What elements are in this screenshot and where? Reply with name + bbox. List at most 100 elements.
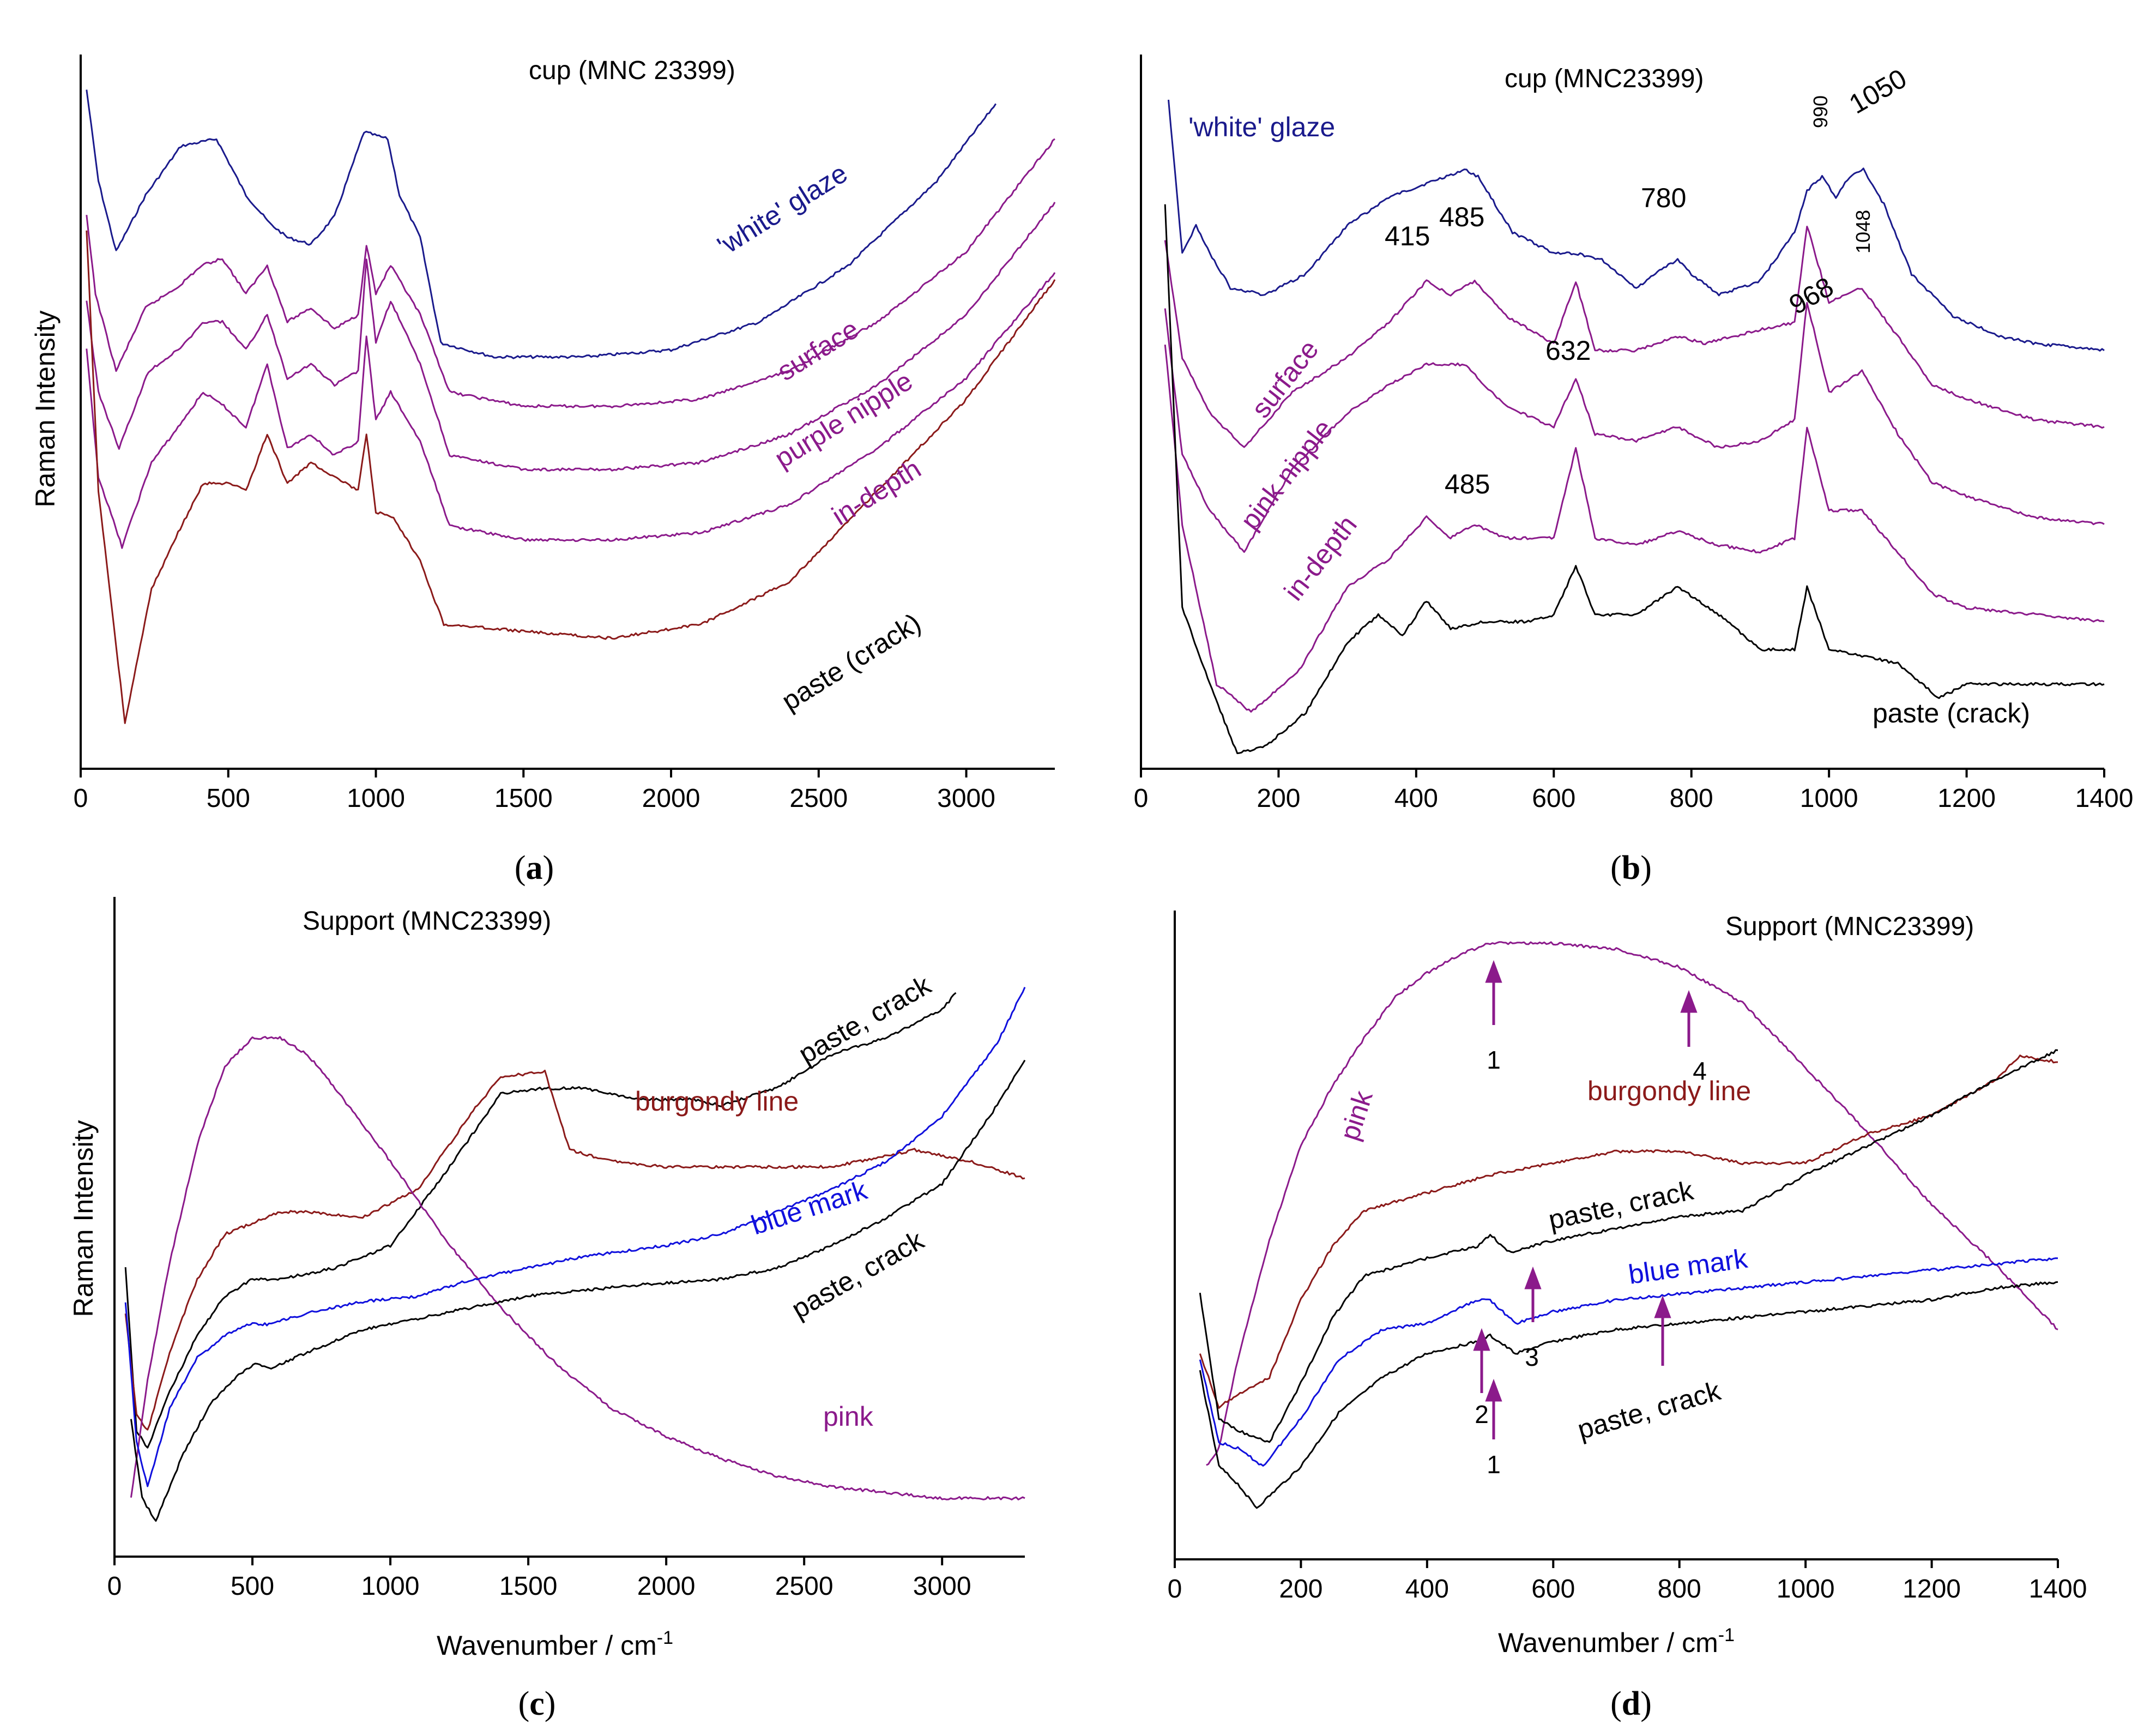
- panel-c-curve-label-blue-mark: blue mark: [747, 1174, 871, 1240]
- x-tick-label: 600: [1532, 784, 1575, 813]
- panel-a-letter-text: a: [526, 849, 543, 887]
- x-tick-label: 1500: [499, 1572, 558, 1601]
- panel-a-curve-label-in-depth: in-depth: [826, 453, 926, 531]
- panel-a-title: cup (MNC 23399): [529, 56, 735, 85]
- panel-d-title: Support (MNC23399): [1725, 912, 1974, 941]
- panel-d-marker-3: 3: [1525, 1343, 1539, 1371]
- x-tick-label: 800: [1670, 784, 1713, 813]
- series-line-paste-crack-upper: [124, 992, 957, 1449]
- panel-a-y-label: Raman Intensity: [30, 310, 61, 507]
- panel-d-arrows: [1473, 960, 1698, 1439]
- panel-b-peak-632: 632: [1545, 335, 1591, 366]
- series-line-blue-mark: [124, 987, 1026, 1487]
- panel-b-title: cup (MNC23399): [1505, 64, 1704, 93]
- panel-d-letter: (d): [1610, 1685, 1652, 1722]
- panel-d-arrowhead-1-top: [1485, 960, 1502, 983]
- x-tick-label: 2500: [775, 1572, 834, 1601]
- panel-b-letter: (b): [1610, 849, 1652, 887]
- panel-d: 0 200 400 600 800 1000 1200 1400 Support (MNC23…: [1168, 911, 2087, 1722]
- panel-d-arrowhead-4: [1680, 990, 1698, 1013]
- panel-c: 0 500 1000 1500 2000 2500 3000 Support (MNC233…: [68, 897, 1026, 1722]
- series-line-burgondy-line: [1199, 1054, 2058, 1409]
- panel-b-x-ticks: 0 200 400 600 800 1000 1200 1400: [1134, 769, 2133, 813]
- x-tick-label: 200: [1257, 784, 1300, 813]
- panel-d-marker-2: 2: [1475, 1400, 1489, 1428]
- series-line-surface: [86, 138, 1055, 408]
- panel-d-x-label-sup: -1: [1718, 1625, 1735, 1645]
- series-line-burgondy-line: [124, 1070, 1025, 1431]
- series-line-in-depth: [86, 272, 1056, 549]
- x-tick-label: 400: [1394, 784, 1438, 813]
- x-tick-label: 500: [231, 1572, 274, 1601]
- panel-d-arrowhead-3: [1524, 1266, 1542, 1289]
- series-line-in-depth: [1164, 344, 2105, 713]
- series-line-surface: [1164, 226, 2105, 448]
- x-tick-label: 400: [1405, 1575, 1449, 1604]
- plot-d-series: [1199, 941, 2058, 1509]
- panel-c-x-label-sup: -1: [657, 1628, 673, 1648]
- x-tick-label: 3000: [937, 784, 995, 813]
- panel-a-letter: (a): [515, 849, 554, 887]
- x-tick-label: 1000: [361, 1572, 420, 1601]
- panel-d-curve-label-pink: pink: [1334, 1087, 1379, 1144]
- series-line-paste-crack-upper: [1199, 1049, 2058, 1443]
- panel-d-x-label-text: Wavenumber / cm: [1498, 1628, 1718, 1658]
- series-line-paste-crack-lower: [130, 1059, 1026, 1522]
- panel-c-letter: (c): [518, 1685, 556, 1722]
- panel-c-x-ticks: 0 500 1000 1500 2000 2500 3000: [107, 1557, 971, 1601]
- panel-b-curve-label-in-depth: in-depth: [1278, 510, 1363, 606]
- panel-d-marker-1-top: 1: [1487, 1046, 1501, 1074]
- x-tick-label: 2000: [637, 1572, 696, 1601]
- panel-b-curve-label-pink-nipple: pink nipple: [1235, 414, 1339, 535]
- x-tick-label: 3000: [913, 1572, 971, 1601]
- panel-c-x-label: Wavenumber / cm-1: [437, 1628, 673, 1661]
- x-tick-label: 1200: [1937, 784, 1996, 813]
- panel-d-letter-text: d: [1622, 1685, 1640, 1722]
- plot-b-series: [1164, 99, 2105, 755]
- x-tick-label: 1200: [1903, 1575, 1961, 1604]
- panel-b-peak-415: 415: [1385, 221, 1430, 251]
- x-tick-label: 1400: [2029, 1575, 2087, 1604]
- panel-d-arrowhead-blue-mark: [1654, 1295, 1671, 1318]
- series-line-pink: [130, 1036, 1025, 1500]
- panel-a: 0 500 1000 1500 2000 2500 3000 cup (MNC 23399)…: [30, 55, 1056, 887]
- panel-d-arrowhead-1-bottom: [1485, 1378, 1502, 1402]
- series-line-purple-nipple: [86, 202, 1056, 472]
- panel-c-y-label: Raman Intensity: [68, 1120, 99, 1317]
- panel-d-x-label: Wavenumber / cm-1: [1498, 1625, 1735, 1658]
- panel-b-curve-label-paste-crack: paste (crack): [1873, 698, 2030, 728]
- x-tick-label: 0: [1168, 1575, 1182, 1604]
- panel-b-letter-text: b: [1622, 849, 1640, 887]
- panel-b-peak-485-lower: 485: [1445, 469, 1490, 499]
- series-line-paste-crack: [1164, 204, 2105, 755]
- plot-c-series: [124, 987, 1026, 1522]
- panel-a-curve-label-paste-crack: paste (crack): [776, 607, 926, 717]
- series-line-pink: [1206, 941, 2058, 1466]
- panel-d-arrowhead-2: [1473, 1328, 1490, 1351]
- panel-c-x-label-text: Wavenumber / cm: [437, 1630, 657, 1661]
- panel-b-peak-780: 780: [1641, 183, 1686, 213]
- panel-c-curve-label-burgondy-line: burgondy line: [635, 1086, 799, 1117]
- panel-c-curve-label-paste-crack-lower: paste, crack: [787, 1225, 929, 1325]
- series-line-white-glaze: [1168, 99, 2105, 352]
- panel-a-x-ticks: 0 500 1000 1500 2000 2500 3000: [74, 769, 995, 813]
- x-tick-label: 2500: [789, 784, 848, 813]
- panel-a-curve-label-white-glaze: 'white' glaze: [712, 158, 853, 261]
- x-tick-label: 800: [1658, 1575, 1701, 1604]
- panel-a-curve-label-surface: surface: [772, 314, 864, 387]
- x-tick-label: 0: [107, 1572, 122, 1601]
- panel-d-curve-label-burgondy-line: burgondy line: [1587, 1076, 1751, 1106]
- x-tick-label: 0: [74, 784, 88, 813]
- panel-c-curve-label-paste-crack-upper: paste, crack: [794, 969, 937, 1070]
- panel-b-curve-label-white-glaze: 'white' glaze: [1188, 112, 1335, 142]
- panel-d-curve-label-paste-crack-lower: paste, crack: [1574, 1375, 1725, 1445]
- series-line-paste-crack: [86, 230, 1056, 724]
- x-tick-label: 1500: [494, 784, 553, 813]
- panel-d-marker-4: 4: [1693, 1057, 1707, 1085]
- panel-b-peak-1048: 1048: [1852, 210, 1874, 254]
- panel-b-peak-485: 485: [1439, 202, 1484, 232]
- panel-d-x-ticks: 0 200 400 600 800 1000 1200 1400: [1168, 1559, 2087, 1604]
- panel-b-peak-990: 990: [1809, 95, 1832, 128]
- plot-a-series: [86, 89, 1056, 724]
